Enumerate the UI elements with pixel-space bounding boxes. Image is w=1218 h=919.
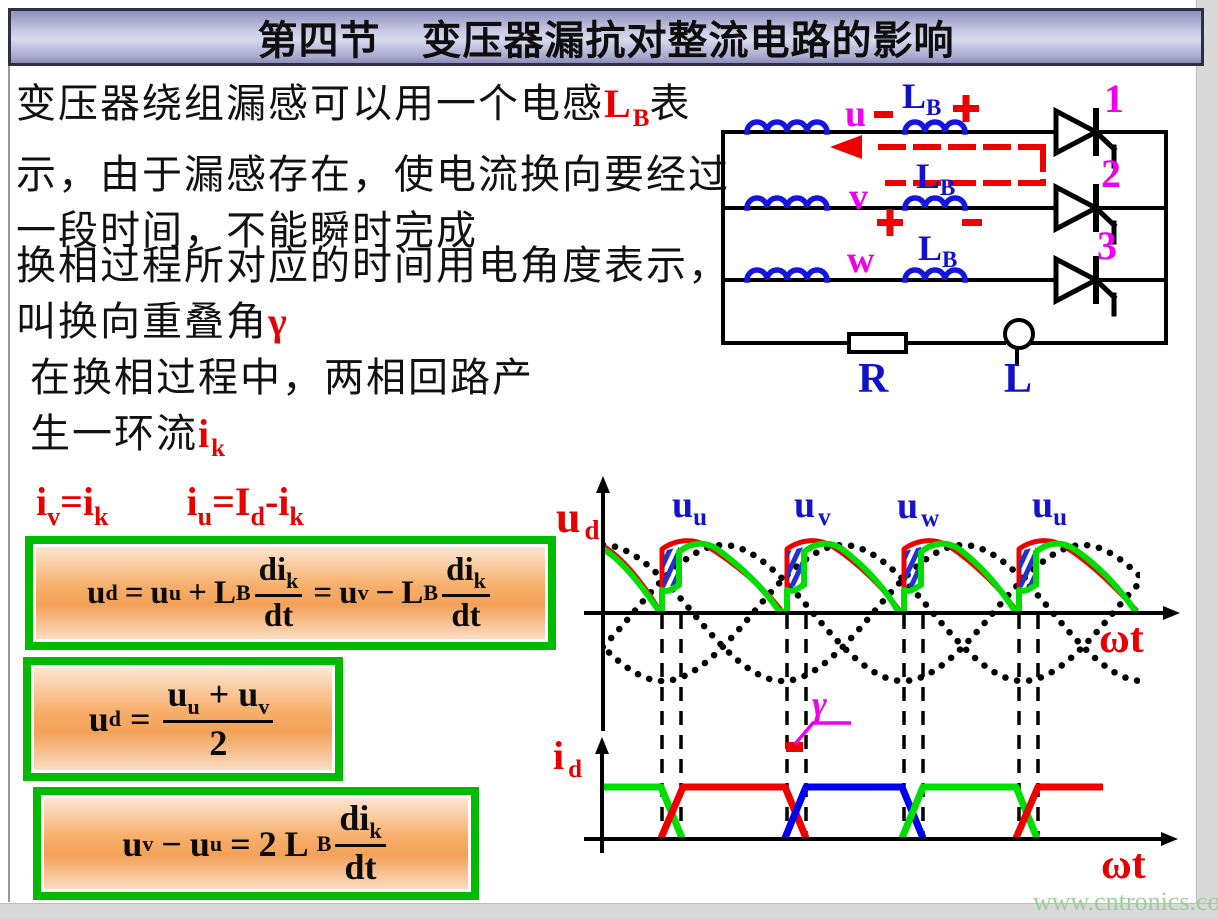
source-coil-w: [744, 267, 830, 283]
commutation-notch-areas: [663, 547, 1036, 588]
fraction-dik-dt: dik dt: [335, 799, 386, 887]
source-winding-coils: [744, 119, 830, 283]
resistor-label: R: [858, 356, 889, 402]
ud-y-axis-arrow: [596, 476, 610, 493]
polarity-marks: [874, 95, 982, 236]
id-x-axis-arrow: [1161, 832, 1178, 846]
gamma-label: γ: [812, 684, 827, 724]
gate-lead: [1092, 204, 1118, 245]
slide-left-edge: [8, 66, 10, 902]
phase-label-v: v: [849, 176, 868, 218]
uu-label-1: uu: [672, 484, 707, 531]
fraction-uu-uv-2: uu + uv 2: [163, 675, 274, 763]
lb-coil-w: [902, 267, 968, 283]
thyristor-1: [1053, 106, 1118, 169]
thyristor-number-1: 1: [1104, 76, 1124, 121]
circuit-diagram: u v w LB LB LB 1 2 3 R L: [721, 76, 1168, 402]
para1-text: 变压器绕组漏感可以用一个电感: [16, 81, 604, 126]
paragraph-leakage-intro: 变压器绕组漏感可以用一个电感LB表 示，由于漏感存在，使电流换向要经过 一段时间…: [16, 81, 730, 253]
lb-coil-v: [902, 195, 968, 211]
commutation-current-loop: [830, 135, 1046, 186]
leakage-inductance-coils: [902, 119, 968, 283]
thyristor-2: [1053, 182, 1118, 245]
source-coil-u: [744, 119, 830, 135]
equation-iu: iu=Id-ik: [186, 479, 304, 531]
loop-arrowhead: [830, 135, 862, 159]
plus-sign-v-v: [886, 209, 894, 236]
resistor-symbol: [847, 332, 908, 354]
id-pulse-green-1: [603, 783, 686, 840]
watermark: www.cntronics.com: [1033, 887, 1218, 916]
title-bar: 第四节 变压器漏抗对整流电路的影响: [8, 8, 1204, 66]
current-equations: iv=ik iu=Id-ik: [36, 478, 304, 532]
commutation-boundary-lines: [660, 615, 1040, 835]
inductor-label: L: [1004, 356, 1032, 402]
page-bottom-margin: [0, 903, 1218, 919]
plus-sign-u-v: [962, 95, 970, 122]
lb-label-v: LB: [916, 156, 955, 200]
fraction-dik-dt: dik dt: [254, 552, 303, 634]
thyristor-3: [1053, 254, 1118, 317]
paragraph-loop-current: 在换相过程中，两相回路产 生一环流ik: [30, 355, 534, 462]
source-coil-v: [744, 195, 830, 211]
phase-current-trapezoids: [603, 783, 1103, 840]
thyristor-number-3: 3: [1097, 223, 1117, 268]
phase-label-u: u: [845, 93, 866, 135]
id-pulse-red-2: [1012, 783, 1103, 840]
fraction-dik-dt: dik dt: [442, 552, 490, 634]
id-x-axis-label: ωt: [1101, 842, 1146, 888]
uu-label-2: uu: [1032, 484, 1067, 531]
gamma-annotation: γ: [786, 684, 851, 752]
page-right-margin: [1196, 0, 1218, 919]
thyristors: [1053, 106, 1118, 317]
gamma-symbol: γ: [268, 299, 289, 344]
id-y-axis-arrow: [595, 737, 609, 754]
gate-lead: [1092, 128, 1118, 169]
lb-label-w: LB: [918, 228, 957, 272]
phase-label-w: w: [847, 239, 875, 281]
ud-actual-curve: [601, 540, 1139, 615]
ik-symbol: i: [198, 411, 212, 456]
inductor-symbol: [1003, 318, 1035, 350]
minus-sign-u: [874, 111, 893, 118]
slide-title: 第四节 变压器漏抗对整流电路的影响: [257, 19, 955, 63]
gamma-pointer-line: [793, 721, 851, 746]
para1-LB: L: [604, 81, 633, 126]
thyristor-number-2: 2: [1101, 151, 1121, 196]
gamma-interval-marker: [786, 742, 803, 752]
lb-label-u: LB: [902, 76, 941, 120]
minus-sign-v: [962, 219, 982, 226]
ud-x-axis-label: ωt: [1099, 616, 1144, 662]
gate-lead: [1092, 276, 1118, 317]
ud-x-axis-arrow: [1163, 606, 1180, 620]
lb-coil-u: [902, 119, 968, 135]
equation-iv: iv=ik: [36, 479, 109, 531]
paragraph-commutation-angle: 换相过程所对应的时间用电角度表示， 叫换向重叠角γ: [16, 243, 730, 344]
